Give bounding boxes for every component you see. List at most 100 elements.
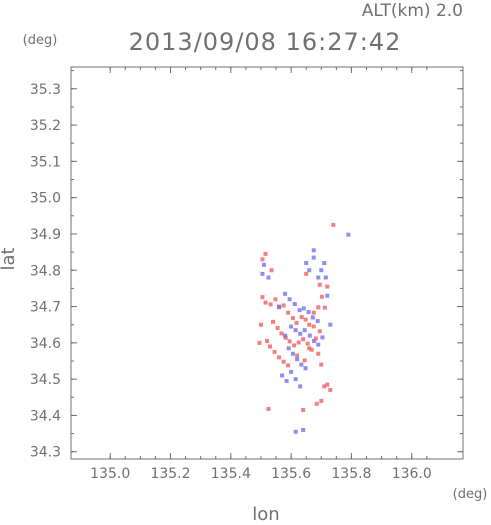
positive-echo-point xyxy=(292,343,297,348)
positive-echo-point xyxy=(268,302,273,307)
positive-echo-point xyxy=(258,322,263,327)
negative-echo-point xyxy=(293,377,298,382)
negative-echo-point xyxy=(298,384,303,389)
positive-echo-point xyxy=(302,358,307,363)
chart-title: 2013/09/08 16:27:42 xyxy=(129,28,402,56)
positive-echo-point xyxy=(316,305,321,310)
y-unit-label: (deg) xyxy=(23,33,58,48)
negative-echo-point xyxy=(304,261,309,265)
positive-echo-point xyxy=(305,341,310,346)
negative-echo-point xyxy=(287,297,292,302)
positive-echo-point xyxy=(314,401,319,406)
negative-echo-point xyxy=(316,275,321,280)
negative-echo-point xyxy=(261,262,266,267)
negative-echo-point xyxy=(286,346,291,351)
positive-echo-point xyxy=(296,340,301,345)
positive-echo-point xyxy=(317,282,322,287)
negative-echo-point xyxy=(325,293,330,298)
negative-echo-point xyxy=(311,255,316,260)
negative-echo-point xyxy=(346,232,351,237)
negative-echo-point xyxy=(302,328,307,333)
x-tick-label: 135.8 xyxy=(331,466,371,482)
negative-echo-point xyxy=(299,362,304,367)
x-unit-label: (deg) xyxy=(453,487,488,502)
positive-echo-point xyxy=(325,284,330,289)
negative-echo-point xyxy=(320,335,325,340)
x-axis-label: lon xyxy=(252,504,279,521)
positive-echo-point xyxy=(281,303,286,308)
positive-echo-point xyxy=(272,349,277,354)
positive-echo-point xyxy=(301,337,306,342)
points-layer xyxy=(257,222,351,434)
positive-echo-point xyxy=(307,346,312,351)
chart-subtitle: ALT(km) 2.0 xyxy=(362,1,463,21)
negative-echo-point xyxy=(311,248,316,253)
positive-echo-point xyxy=(265,339,269,344)
negative-echo-point xyxy=(290,351,295,356)
y-tick-label: 34.6 xyxy=(30,336,61,352)
negative-echo-point xyxy=(289,324,294,329)
negative-echo-point xyxy=(280,373,285,378)
y-tick-label: 34.3 xyxy=(30,445,61,461)
positive-echo-point xyxy=(275,325,280,330)
x-tick-label: 135.4 xyxy=(211,466,251,482)
positive-echo-point xyxy=(286,310,291,315)
y-tick-label: 34.7 xyxy=(30,300,61,316)
negative-echo-point xyxy=(328,322,333,327)
negative-echo-point xyxy=(312,339,317,344)
negative-echo-point xyxy=(303,366,308,371)
positive-echo-point xyxy=(325,382,330,387)
x-tick-label: 135.2 xyxy=(150,466,190,482)
negative-echo-point xyxy=(307,268,312,273)
positive-echo-point xyxy=(316,351,321,356)
positive-echo-point xyxy=(273,297,278,302)
negative-echo-point xyxy=(292,302,297,307)
negative-echo-point xyxy=(310,315,315,320)
positive-echo-point xyxy=(331,222,336,227)
positive-echo-point xyxy=(311,310,316,315)
negative-echo-point xyxy=(293,429,298,434)
positive-echo-point xyxy=(260,257,265,262)
positive-echo-point xyxy=(319,398,324,403)
negative-echo-point xyxy=(322,261,327,265)
positive-echo-point xyxy=(271,319,276,324)
x-tick-label: 135.6 xyxy=(271,466,311,482)
positive-echo-point xyxy=(299,315,304,320)
y-tick-label: 34.9 xyxy=(30,227,61,243)
x-tick-label: 136.0 xyxy=(392,466,432,482)
negative-echo-point xyxy=(306,310,311,314)
negative-echo-point xyxy=(315,319,320,324)
y-axis-label: lat xyxy=(0,247,19,270)
positive-echo-point xyxy=(290,316,295,321)
positive-echo-point xyxy=(319,294,324,299)
positive-echo-point xyxy=(287,339,292,344)
positive-echo-point xyxy=(303,317,308,322)
positive-echo-point xyxy=(268,344,273,349)
positive-echo-point xyxy=(263,251,268,256)
negative-echo-point xyxy=(319,268,324,273)
y-tick-label: 35.2 xyxy=(30,118,61,134)
positive-echo-point xyxy=(304,271,309,276)
y-tick-label: 34.8 xyxy=(30,263,61,279)
positive-echo-point xyxy=(294,320,299,325)
negative-echo-point xyxy=(260,271,265,276)
negative-echo-point xyxy=(293,328,298,333)
positive-echo-point xyxy=(281,359,286,364)
positive-echo-point xyxy=(322,305,327,310)
positive-echo-point xyxy=(317,329,322,334)
positive-echo-point xyxy=(328,388,333,393)
positive-echo-point xyxy=(286,363,291,368)
positive-echo-point xyxy=(277,355,282,360)
positive-echo-point xyxy=(283,335,288,340)
y-tick-label: 35.0 xyxy=(30,191,61,207)
positive-echo-point xyxy=(269,268,274,273)
positive-echo-point xyxy=(301,408,306,412)
negative-echo-point xyxy=(295,357,300,362)
y-tick-label: 35.1 xyxy=(30,154,61,170)
negative-echo-point xyxy=(284,378,289,383)
x-tick-label: 135.0 xyxy=(90,466,130,482)
negative-echo-point xyxy=(297,308,302,313)
negative-echo-point xyxy=(316,342,321,347)
negative-echo-point xyxy=(298,331,303,336)
